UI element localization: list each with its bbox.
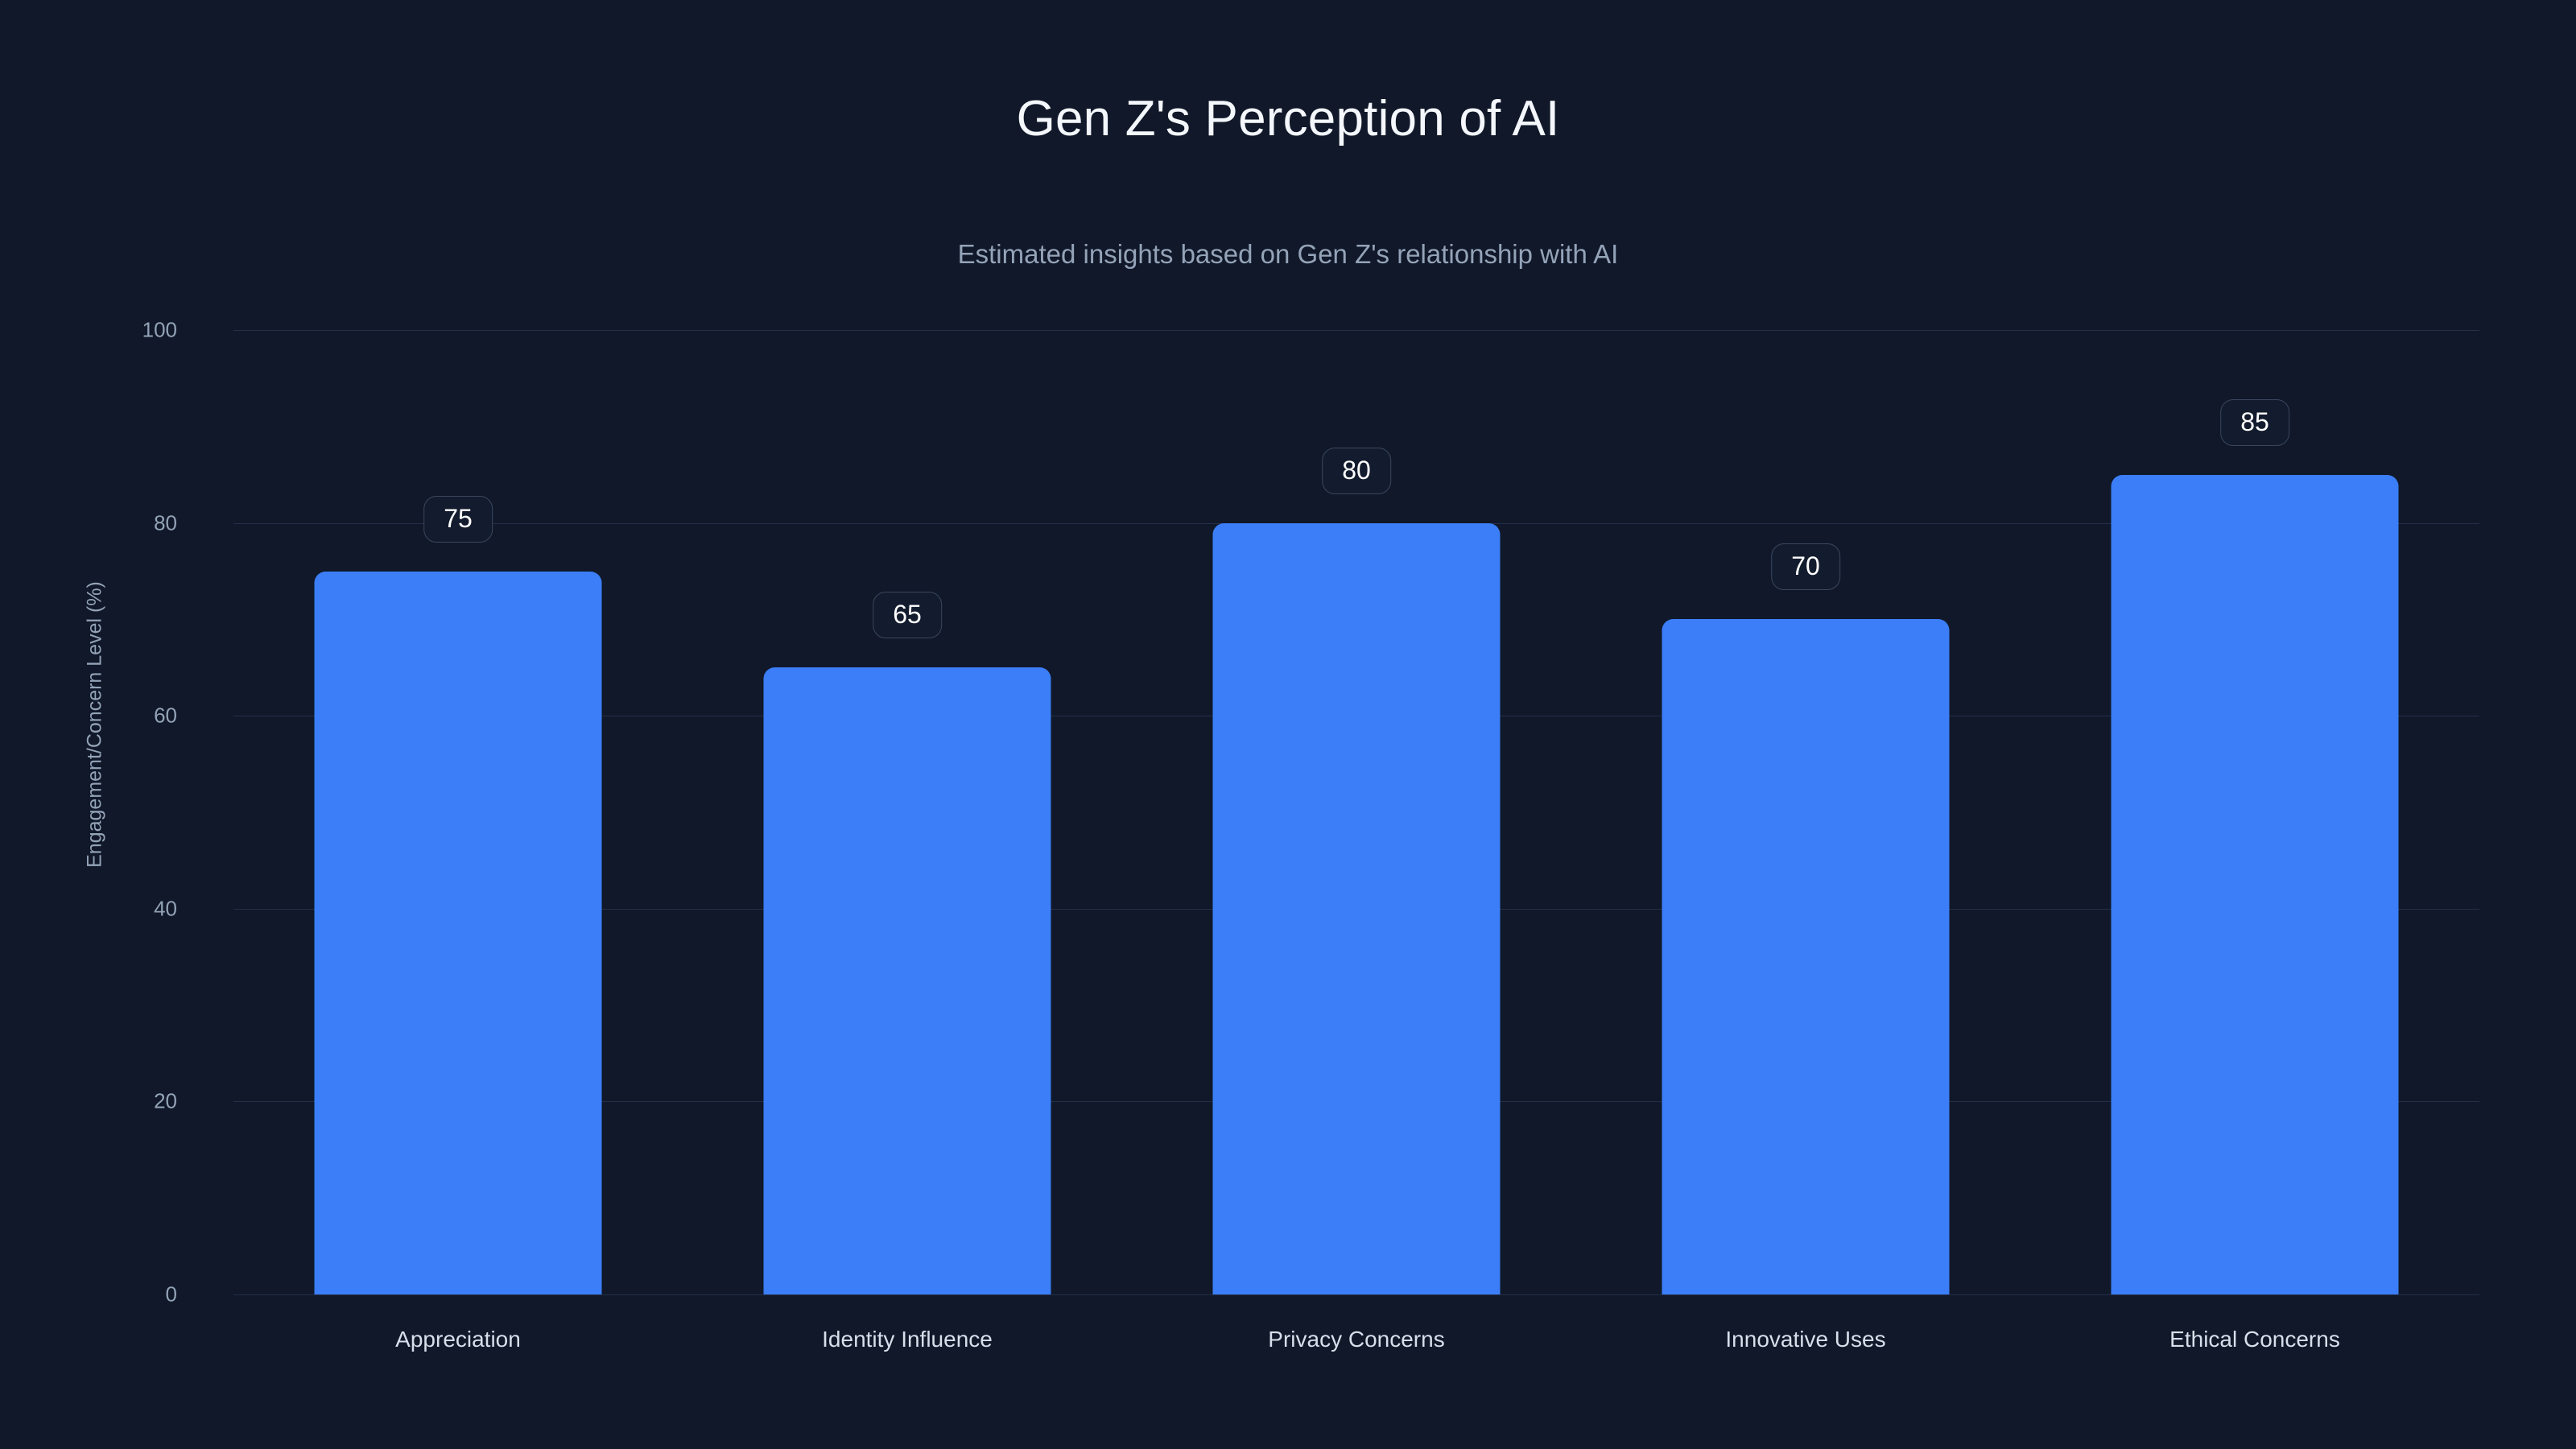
x-axis-tick-label: Ethical Concerns	[2169, 1327, 2340, 1352]
gridline	[233, 1294, 2479, 1295]
bar[interactable]	[314, 571, 602, 1294]
bar[interactable]	[2111, 474, 2399, 1294]
chart-subtitle: Estimated insights based on Gen Z's rela…	[957, 239, 1619, 269]
bar-band: 80	[1132, 330, 1581, 1294]
bar-value-label: 85	[2220, 398, 2289, 446]
bar-value-label: 65	[873, 592, 942, 639]
y-axis-tick-label: 0	[165, 1282, 177, 1307]
bar[interactable]	[1212, 522, 1501, 1294]
y-axis-tick-labels: 0 20 40 60 80 100	[0, 318, 201, 1307]
x-axis-tick-label: Innovative Uses	[1725, 1327, 1886, 1352]
bar-band: 65	[683, 330, 1132, 1294]
bar-band: 75	[233, 330, 683, 1294]
y-axis-tick-label: 60	[154, 703, 177, 728]
y-axis-tick-label: 80	[154, 510, 177, 535]
x-axis-tick-label: Appreciation	[395, 1327, 521, 1352]
bar-series: 75 65 80 70 85	[233, 330, 2479, 1294]
x-axis-tick-label: Privacy Concerns	[1268, 1327, 1445, 1352]
x-axis-tick-label: Identity Influence	[822, 1327, 993, 1352]
y-axis-tick-label: 100	[142, 317, 177, 342]
bar[interactable]	[1662, 619, 1950, 1294]
y-axis-tick-label: 40	[154, 896, 177, 921]
gridline	[233, 330, 2479, 331]
bar-band: 85	[2030, 330, 2479, 1294]
bar-band: 70	[1581, 330, 2030, 1294]
bar-value-label: 70	[1771, 543, 1840, 591]
bar[interactable]	[763, 667, 1051, 1294]
y-axis-tick-label: 20	[154, 1088, 177, 1113]
bar-value-label: 80	[1322, 447, 1391, 494]
x-axis-tick-labels: Appreciation Identity Influence Privacy Co…	[233, 1327, 2479, 1375]
bar-value-label: 75	[423, 495, 493, 543]
chart-title: Gen Z's Perception of AI	[1016, 91, 1560, 147]
